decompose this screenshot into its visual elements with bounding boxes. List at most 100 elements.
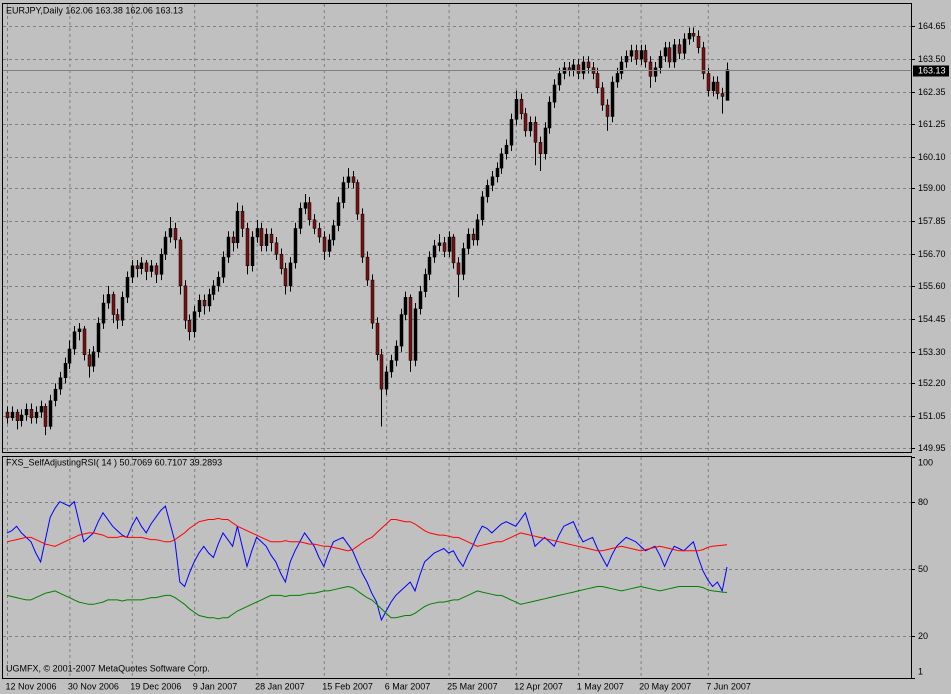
x-tick-label: 20 May 2007 [639,681,691,691]
candle-body [576,64,581,74]
candle-body [528,121,533,132]
y-tick-label: 1 [918,666,923,676]
candle-body [10,411,15,419]
candle-body [279,254,284,269]
candle-body [87,354,92,367]
candle-body [274,242,279,255]
y-tick-label: 161.25 [918,119,946,129]
candle-body [658,55,663,68]
candle-body [365,256,370,281]
candle-body [451,236,456,264]
y-tick-label: 155.60 [918,281,946,291]
candle-body [701,47,706,74]
candle-body [706,73,711,91]
candle-body [427,256,432,275]
candle-body [538,142,543,155]
candle-body [408,297,413,361]
candle-body [711,81,716,91]
candle-body [211,285,216,295]
candle-body [283,268,288,287]
candle-body [91,351,96,367]
candle-body [595,73,600,89]
candle-body [77,328,82,332]
candle-body [24,408,29,416]
indicator-line [6,517,728,552]
candle-body [72,331,77,350]
y-tick-label: 164.65 [918,21,946,31]
candle-body [245,228,250,266]
candle-body [720,93,725,97]
candle-body [691,33,696,37]
candle-body [58,377,63,390]
candle-body [514,99,519,120]
candle-body [461,248,466,275]
x-tick-label: 15 Feb 2007 [322,681,373,691]
candle-body [202,299,207,307]
candle-body [490,176,495,186]
candle-body [547,101,552,129]
x-tick-label: 12 Apr 2007 [514,681,563,691]
y-tick-label: 100 [918,457,933,467]
candle-body [264,233,269,246]
candle-body [394,345,399,361]
candle-body [533,121,538,143]
y-tick-label: 159.00 [918,183,946,193]
x-tick-label: 12 Nov 2006 [6,681,57,691]
candle-body [207,294,212,307]
candle-body [307,202,312,221]
candle-body [96,322,101,353]
candle-body [173,228,178,241]
candle-body [557,73,562,86]
candle-body [725,69,730,101]
candle-body [135,265,140,269]
indicator-pane [2,456,912,679]
candle-body [485,185,490,198]
candle-body [67,348,72,364]
candle-body [432,245,437,258]
candle-body [346,176,351,183]
candle-body [43,406,48,427]
candle-body [447,236,452,252]
candle-body [48,400,53,427]
candle-body [221,256,226,278]
candle-body [192,311,197,332]
candle-body [715,81,720,94]
candle-body [418,291,423,310]
candle-body [111,294,116,315]
candle-body [663,47,668,57]
candle-body [327,239,332,252]
y-tick-label: 154.45 [918,314,946,324]
candle-body [101,302,106,324]
candle-body [615,73,620,83]
price-pane [2,3,912,453]
candle-body [15,411,20,421]
candle-body [120,297,125,321]
y-tick-label: 160.10 [918,152,946,162]
candle-body [586,61,591,68]
candle-body [255,228,260,238]
candle-body [178,239,183,287]
y-tick-label: 162.35 [918,87,946,97]
candle-body [288,262,293,287]
candle-body [231,236,236,244]
candle-body [216,276,221,287]
candle-body [360,213,365,258]
x-tick-label: 6 Mar 2007 [385,681,431,691]
candle-body [523,113,528,132]
y-tick-label: 153.30 [918,347,946,357]
candle-body [351,176,356,183]
x-tick-label: 9 Jan 2007 [193,681,238,691]
x-tick-label: 28 Jan 2007 [255,681,305,691]
candle-body [600,87,605,106]
candle-body [29,408,34,419]
candle-body [696,35,701,48]
y-tick-label: 151.05 [918,411,946,421]
candle-body [259,228,264,246]
indicator-title: FXS_SelfAdjustingRSI( 14 ) 50.7069 60.71… [6,457,222,467]
candle-body [63,363,68,378]
candle-body [509,119,514,146]
y-tick-label: 20 [918,631,928,641]
candle-body [298,208,303,229]
candle-body [163,236,168,255]
current-price-box [913,65,949,77]
